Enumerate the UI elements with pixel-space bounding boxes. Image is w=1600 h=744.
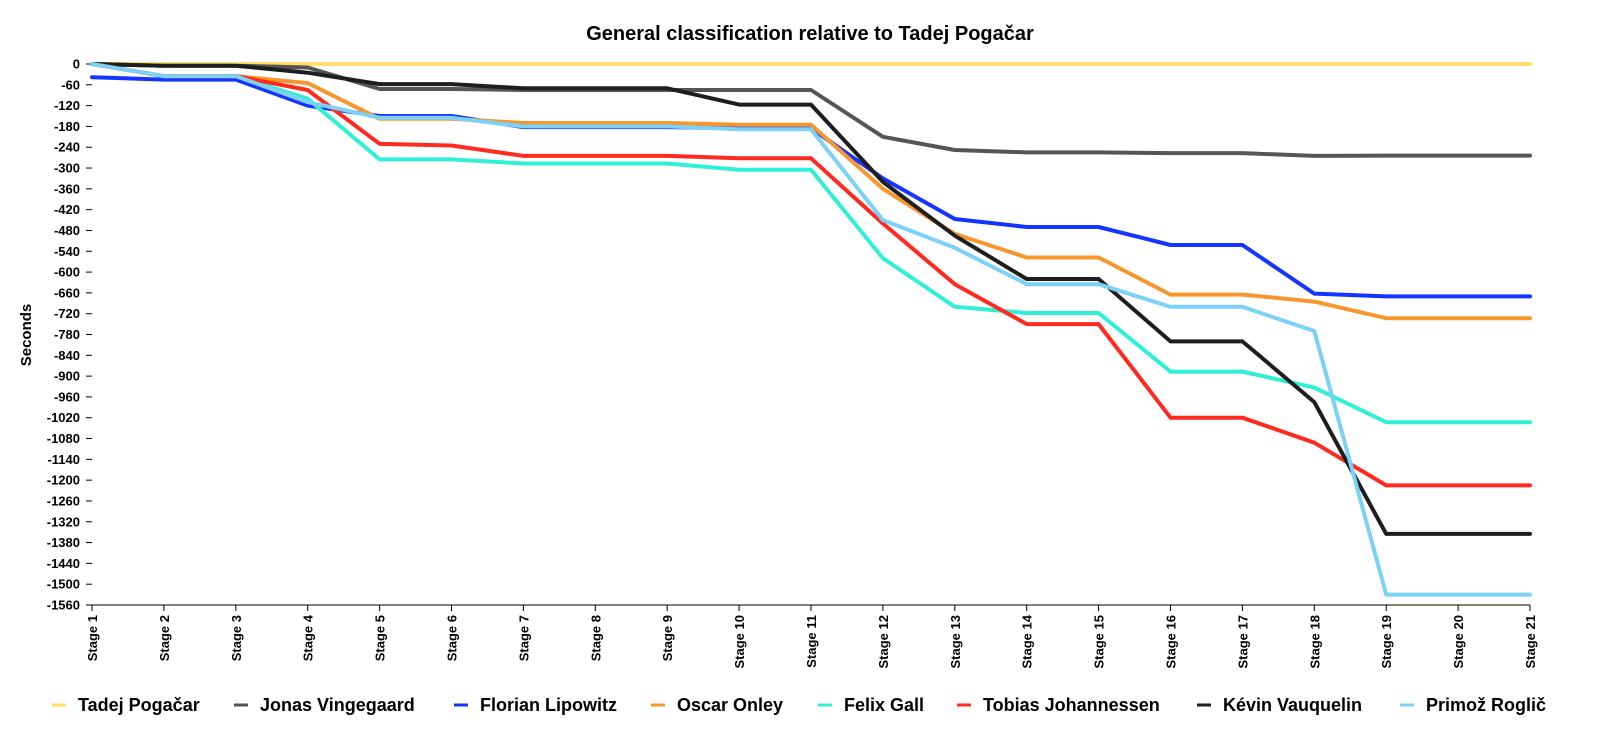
x-tick-label: Stage 4 <box>301 614 316 661</box>
x-tick-label: Stage 16 <box>1164 615 1179 668</box>
legend-label: Felix Gall <box>844 695 924 715</box>
x-tick-label: Stage 11 <box>804 615 819 668</box>
legend-label: Oscar Onley <box>677 695 783 715</box>
y-tick-label: -540 <box>54 244 80 259</box>
x-tick-label: Stage 1 <box>85 615 100 661</box>
x-tick-label: Stage 14 <box>1020 614 1035 668</box>
x-tick-label: Stage 2 <box>157 615 172 661</box>
x-tick-label: Stage 7 <box>516 615 531 661</box>
y-tick-label: -720 <box>54 306 80 321</box>
series-line-1 <box>90 62 1532 158</box>
y-axis: 0 -60 -120 -180 -240 -300 -360 -420 -480 -540 -600… <box>47 57 92 613</box>
x-tick-label: Stage 20 <box>1451 615 1466 668</box>
chart-title: General classification relative to Tadej… <box>586 23 1034 45</box>
y-tick-label: -1020 <box>47 410 80 425</box>
series-line-2 <box>90 75 1532 299</box>
x-tick-label: Stage 6 <box>445 615 460 661</box>
x-tick-label: Stage 18 <box>1307 615 1322 668</box>
x-tick-label: Stage 10 <box>732 615 747 668</box>
x-axis: Stage 1 Stage 2 Stage 3 Stage 4 Stage 5 Stage… <box>85 604 1538 668</box>
y-tick-label: -780 <box>54 327 80 342</box>
y-tick-label: -1560 <box>47 598 80 613</box>
y-tick-label: -960 <box>54 389 80 404</box>
x-tick-label: Stage 12 <box>876 615 891 668</box>
y-tick-label: -660 <box>54 285 80 300</box>
x-tick-label: Stage 15 <box>1092 615 1107 668</box>
y-tick-label: -300 <box>54 161 80 176</box>
x-tick-label: Stage 19 <box>1379 615 1394 668</box>
x-tick-label: Stage 8 <box>588 615 603 661</box>
y-tick-label: -600 <box>54 265 80 280</box>
legend-label: Kévin Vauquelin <box>1223 695 1362 715</box>
x-tick-label: Stage 13 <box>948 615 963 668</box>
y-tick-label: -1320 <box>47 514 80 529</box>
y-tick-label: -480 <box>54 223 80 238</box>
y-tick-label: 0 <box>73 57 80 72</box>
x-tick-label: Stage 21 <box>1523 615 1538 668</box>
y-tick-label: -1080 <box>47 431 80 446</box>
legend-label: Florian Lipowitz <box>480 695 617 715</box>
legend-label: Jonas Vingegaard <box>260 695 415 715</box>
legend: Tadej Pogačar Jonas Vingegaard Florian Lip… <box>52 695 1546 715</box>
y-tick-label: -1260 <box>47 493 80 508</box>
y-tick-label: -360 <box>54 181 80 196</box>
y-tick-label: -840 <box>54 348 80 363</box>
y-tick-label: -1500 <box>47 577 80 592</box>
y-tick-label: -1140 <box>47 452 80 467</box>
x-tick-label: Stage 5 <box>373 615 388 661</box>
y-tick-label: -1200 <box>47 473 80 488</box>
legend-label: Tadej Pogačar <box>78 695 200 715</box>
y-tick-label: -240 <box>54 140 80 155</box>
series-line-3 <box>90 62 1532 321</box>
y-tick-label: -1440 <box>47 556 80 571</box>
series-line-7 <box>90 62 1532 597</box>
x-tick-label: Stage 9 <box>660 615 675 661</box>
y-tick-label: -1380 <box>47 535 80 550</box>
legend-label: Tobias Johannessen <box>983 695 1160 715</box>
y-tick-label: -180 <box>54 119 80 134</box>
series-lines <box>90 62 1532 597</box>
y-tick-label: -900 <box>54 369 80 384</box>
legend-label: Primož Roglič <box>1426 695 1546 715</box>
series-line-6 <box>90 62 1532 536</box>
y-axis-label: Seconds <box>18 304 35 367</box>
x-tick-label: Stage 17 <box>1235 615 1250 668</box>
series-line-4 <box>90 62 1532 425</box>
y-tick-label: -120 <box>54 98 80 113</box>
y-tick-label: -420 <box>54 202 80 217</box>
x-tick-label: Stage 3 <box>229 615 244 661</box>
y-tick-label: -60 <box>61 77 80 92</box>
